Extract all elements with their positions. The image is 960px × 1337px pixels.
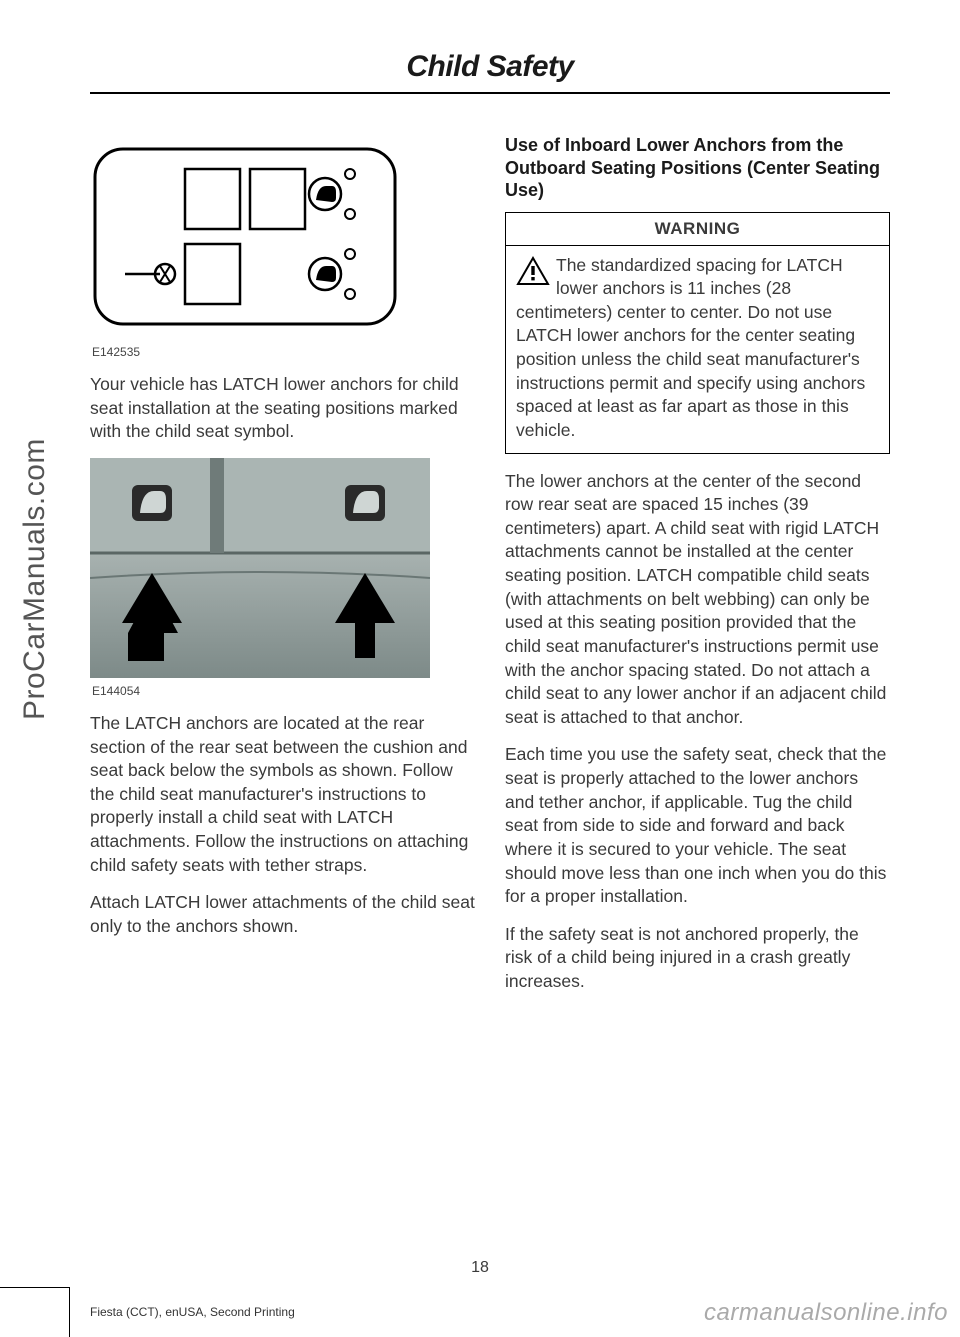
- watermark-left: ProCarManuals.com: [18, 438, 52, 720]
- left-paragraph-1: Your vehicle has LATCH lower anchors for…: [90, 373, 475, 444]
- latch-anchor-photo: [90, 458, 430, 678]
- left-column: E142535 Your vehicle has LATCH lower anc…: [90, 134, 475, 1008]
- crop-mark: [0, 1287, 70, 1337]
- right-paragraph-3: If the safety seat is not anchored prope…: [505, 923, 890, 994]
- section-heading: Use of Inboard Lower Anchors from the Ou…: [505, 134, 890, 202]
- page-header: Child Safety: [90, 50, 890, 94]
- warning-triangle-icon: [516, 256, 550, 286]
- left-paragraph-3: Attach LATCH lower attachments of the ch…: [90, 891, 475, 938]
- right-paragraph-2: Each time you use the safety seat, check…: [505, 743, 890, 908]
- warning-heading: WARNING: [506, 213, 889, 246]
- figure-label-1: E142535: [92, 345, 475, 359]
- left-paragraph-2: The LATCH anchors are located at the rea…: [90, 712, 475, 877]
- page-number: 18: [0, 1259, 960, 1277]
- warning-body: The standardized spacing for LATCH lower…: [506, 246, 889, 453]
- watermark-right: carmanualsonline.info: [704, 1299, 948, 1327]
- figure-label-2: E144054: [92, 684, 475, 698]
- warning-box: WARNING The standardized spacing for LAT…: [505, 212, 890, 454]
- content-columns: E142535 Your vehicle has LATCH lower anc…: [90, 134, 890, 1008]
- latch-positions-diagram: [90, 144, 400, 334]
- right-column: Use of Inboard Lower Anchors from the Ou…: [505, 134, 890, 1008]
- footer-publication-info: Fiesta (CCT), enUSA, Second Printing: [90, 1305, 295, 1319]
- right-paragraph-1: The lower anchors at the center of the s…: [505, 470, 890, 730]
- page-title: Child Safety: [90, 50, 890, 84]
- warning-text: The standardized spacing for LATCH lower…: [516, 255, 865, 440]
